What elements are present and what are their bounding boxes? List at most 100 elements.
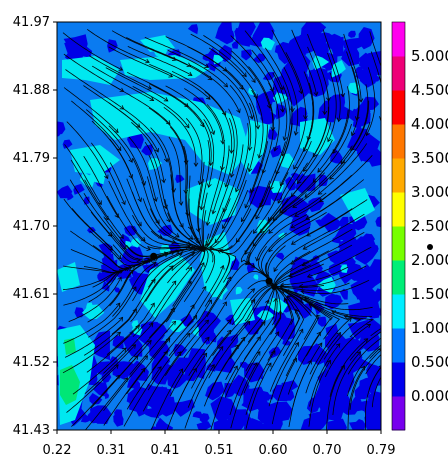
low-value-patch bbox=[151, 363, 170, 385]
streamline-arrow bbox=[247, 167, 253, 173]
low-value-patch bbox=[132, 270, 139, 279]
streamline bbox=[349, 331, 381, 361]
streamline-arrow bbox=[240, 336, 246, 342]
streamline-arrow bbox=[222, 301, 227, 307]
streamline bbox=[212, 145, 230, 214]
streamline-arrow bbox=[104, 174, 109, 180]
streamline bbox=[251, 49, 284, 113]
streamline bbox=[112, 261, 157, 317]
low-value-patch bbox=[345, 376, 354, 386]
streamline-arrow bbox=[340, 93, 346, 98]
streamline bbox=[305, 332, 341, 394]
streamline-arrow bbox=[131, 344, 137, 349]
streamline bbox=[68, 277, 122, 322]
streamline-arrow bbox=[135, 324, 140, 330]
legend-level-label: 5.000 bbox=[411, 47, 448, 65]
low-value-patch bbox=[324, 293, 343, 310]
streamline bbox=[108, 102, 159, 153]
mid-value-patch bbox=[125, 104, 136, 113]
streamline-arrow bbox=[147, 339, 152, 345]
low-value-patch bbox=[246, 262, 256, 273]
streamline bbox=[225, 68, 259, 129]
streamline bbox=[280, 287, 349, 305]
streamline-arrow bbox=[177, 351, 182, 356]
streamline-arrow bbox=[220, 264, 225, 270]
streamline bbox=[244, 141, 268, 208]
streamline-arrow bbox=[185, 332, 191, 338]
streamline-arrow bbox=[326, 359, 331, 365]
low-value-patch bbox=[252, 53, 266, 64]
streamline-arrow bbox=[235, 238, 241, 243]
streamline bbox=[308, 360, 331, 427]
streamline bbox=[281, 289, 318, 340]
streamline-arrow bbox=[145, 58, 150, 64]
streamline bbox=[183, 301, 227, 359]
low-value-patch bbox=[356, 102, 371, 127]
streamline-arrow bbox=[332, 149, 337, 154]
streamline-arrow bbox=[226, 329, 232, 335]
streamline bbox=[187, 46, 244, 90]
y-tick-label: 41.52 bbox=[13, 355, 50, 370]
streamline bbox=[62, 331, 121, 374]
streamline bbox=[212, 299, 256, 356]
low-value-patch bbox=[321, 212, 343, 233]
x-tick-label: 0.60 bbox=[259, 443, 288, 458]
streamline bbox=[84, 344, 136, 395]
mid-value-patch bbox=[192, 326, 200, 337]
low-value-patch bbox=[367, 147, 381, 167]
streamline bbox=[109, 138, 142, 202]
streamline-arrow bbox=[242, 72, 247, 78]
low-value-patch bbox=[281, 380, 299, 394]
streamline-arrow bbox=[236, 108, 241, 114]
streamline-arrow bbox=[280, 108, 285, 113]
streamline-arrow bbox=[199, 205, 205, 211]
legend-swatch bbox=[392, 362, 405, 397]
streamline bbox=[63, 302, 121, 344]
streamline-arrow bbox=[350, 131, 356, 137]
low-value-patch bbox=[295, 173, 315, 194]
streamline bbox=[208, 320, 251, 379]
streamline-arrow bbox=[206, 95, 211, 100]
streamline-arrow bbox=[293, 131, 299, 136]
streamline bbox=[150, 267, 193, 325]
streamline-arrow bbox=[318, 342, 323, 348]
streamline bbox=[287, 331, 321, 395]
legend-level-label: 1.000 bbox=[411, 319, 448, 337]
streamline-arrow bbox=[363, 338, 369, 343]
streamline-arrow bbox=[190, 304, 195, 309]
streamline-arrow bbox=[195, 227, 201, 233]
streamline-arrow bbox=[132, 286, 137, 291]
streamline bbox=[150, 304, 195, 361]
streamline-arrow bbox=[187, 280, 192, 286]
streamline-arrow bbox=[327, 137, 332, 143]
low-value-patch bbox=[57, 121, 66, 135]
streamline-arrow bbox=[224, 182, 229, 188]
streamline bbox=[206, 156, 225, 226]
y-tick-label: 41.79 bbox=[13, 151, 50, 166]
low-value-patch bbox=[57, 185, 73, 199]
streamline bbox=[291, 190, 351, 229]
streamline bbox=[63, 269, 124, 306]
mid-value-patch bbox=[132, 325, 143, 336]
streamline bbox=[163, 106, 197, 167]
streamline bbox=[62, 32, 123, 71]
y-tick-label: 41.43 bbox=[13, 423, 50, 438]
low-value-patch bbox=[204, 62, 217, 72]
low-value-patch bbox=[80, 414, 93, 423]
streamline bbox=[302, 231, 365, 266]
low-value-patch bbox=[199, 413, 210, 424]
streamline bbox=[303, 213, 365, 250]
streamline-arrow bbox=[256, 336, 261, 341]
streamline-arrow bbox=[211, 209, 217, 215]
streamline bbox=[293, 102, 314, 170]
color-legend: 0.000 0.500 1.000 1.500 2.000 2.500 3.000 3.500… bbox=[391, 21, 448, 431]
streamline-arrow bbox=[115, 302, 121, 308]
streamline bbox=[230, 362, 258, 429]
streamline-arrow bbox=[294, 341, 299, 347]
streamline bbox=[231, 284, 276, 326]
streamline-arrow bbox=[290, 240, 296, 245]
streamline bbox=[366, 67, 376, 136]
streamline bbox=[200, 140, 210, 210]
streamline-arrow bbox=[288, 272, 294, 278]
streamline-arrow bbox=[234, 187, 240, 193]
